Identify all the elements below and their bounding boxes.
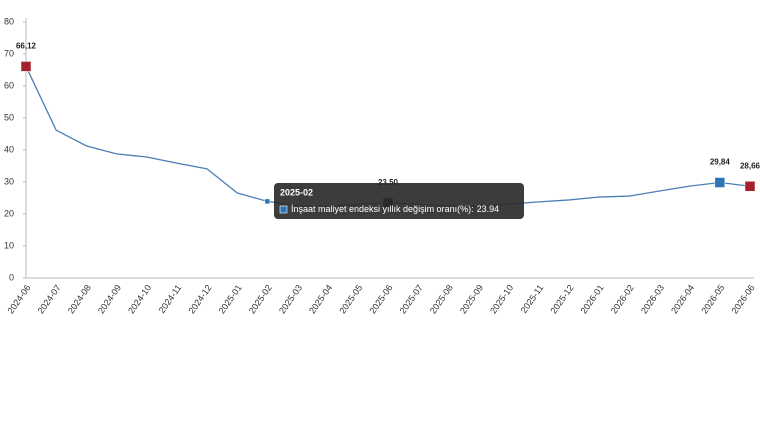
value-label: 23,50: [378, 178, 399, 187]
x-tick-label: 2024-09: [96, 283, 123, 316]
tooltip: 2025-02 İnşaat maliyet endeksi yıllık değ…: [274, 183, 524, 219]
x-tick-label: 2025-11: [519, 283, 546, 315]
y-tick-label: 10: [4, 240, 14, 250]
x-tick-label: 2025-06: [367, 283, 394, 316]
y-tick-label: 50: [4, 112, 14, 122]
value-label: 66,12: [16, 42, 37, 51]
x-tick-label: 2025-08: [428, 283, 455, 316]
x-tick-label: 2025-03: [277, 283, 304, 316]
x-tick-label: 2026-05: [699, 283, 726, 316]
y-tick-label: 0: [9, 272, 14, 282]
tooltip-box: [274, 183, 524, 219]
x-tick-label: 2024-11: [157, 283, 184, 315]
y-tick-label: 20: [4, 208, 14, 218]
x-tick-label: 2026-02: [609, 283, 636, 316]
tooltip-title: 2025-02: [280, 187, 313, 197]
tooltip-label: İnşaat maliyet endeksi yıllık değişim or…: [291, 204, 474, 214]
x-tick-label: 2025-01: [217, 283, 244, 316]
value-label: 28,66: [740, 161, 760, 170]
x-tick-label: 2024-12: [186, 283, 213, 316]
x-tick-label: 2025-07: [398, 283, 425, 316]
x-tick-label: 2025-05: [337, 283, 364, 316]
x-tick-label: 2025-10: [488, 283, 515, 316]
tooltip-value: 23.94: [477, 204, 500, 214]
tooltip-text: İnşaat maliyet endeksi yıllık değişim or…: [291, 204, 499, 214]
marker: [20, 61, 32, 72]
x-tick-label: 2024-06: [5, 283, 32, 316]
value-label: 29,84: [710, 158, 731, 167]
x-tick-label: 2026-06: [729, 283, 756, 316]
y-tick-label: 80: [4, 16, 14, 26]
y-tick-label: 70: [4, 48, 14, 58]
marker: [714, 177, 726, 188]
x-tick-label: 2024-10: [126, 283, 153, 316]
x-tick-label: 2025-02: [247, 283, 274, 316]
x-tick-label: 2025-09: [458, 283, 485, 316]
x-tick-label: 2024-07: [36, 283, 63, 316]
x-tick-label: 2025-04: [307, 283, 334, 316]
marker: [264, 198, 271, 205]
x-tick-label: 2026-04: [669, 283, 696, 316]
x-tick-label: 2026-03: [639, 283, 666, 316]
marker: [744, 181, 756, 192]
y-tick-label: 40: [4, 144, 14, 154]
x-tick-label: 2025-12: [548, 283, 575, 316]
tooltip-swatch: [279, 205, 288, 214]
y-tick-label: 60: [4, 80, 14, 90]
x-tick-label: 2024-08: [66, 283, 93, 316]
x-tick-label: 2026-01: [579, 283, 606, 316]
y-tick-label: 30: [4, 176, 14, 186]
